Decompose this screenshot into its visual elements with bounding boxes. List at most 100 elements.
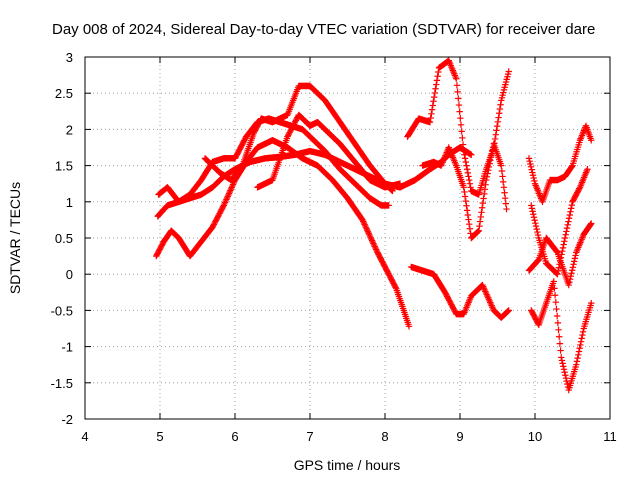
chart-title: Day 008 of 2024, Sidereal Day-to-day VTE… [52,21,595,38]
data-points [153,57,595,394]
data-point [588,299,595,307]
x-axis-label: GPS time / hours [294,457,401,473]
data-point [238,163,245,170]
data-point [504,307,512,315]
data-point [428,106,436,113]
data-point [461,193,469,200]
data-point [556,333,563,340]
data-point [484,170,491,177]
data-point [553,248,561,255]
data-point [475,227,482,234]
data-point [487,157,494,164]
data-point [455,101,463,109]
y-tick-label: 2 [66,122,73,137]
data-point [405,323,413,330]
series-track-12 [528,166,591,278]
x-tick-label: 9 [456,429,463,444]
data-point [530,211,537,218]
data-point [555,264,563,271]
data-point [558,354,565,361]
data-point [561,234,569,242]
data-point [555,326,562,334]
data-point [428,110,435,118]
data-point [562,374,570,382]
grid [85,57,610,419]
data-point [559,247,566,255]
data-point [458,128,465,135]
data-point [560,241,567,248]
data-point [455,95,462,102]
data-point [221,199,229,206]
data-point [229,181,237,188]
data-point [222,197,229,205]
data-point [486,160,493,167]
data-point [464,169,472,177]
y-tick-label: -0.5 [51,303,73,318]
data-point [431,89,439,97]
data-point [588,137,595,144]
data-point [551,285,558,292]
data-point [498,162,505,169]
data-point [493,122,501,130]
data-point [526,157,533,165]
data-point [529,169,536,176]
data-point [566,278,573,286]
data-point [392,284,399,291]
data-point [461,188,468,196]
data-point [560,366,568,373]
data-point [554,319,562,327]
data-point [225,190,233,197]
data-point [463,202,470,209]
data-point [477,213,484,221]
data-point [561,238,568,245]
data-point [528,166,535,173]
data-point [485,167,492,174]
data-point [368,237,376,244]
data-point [459,141,467,148]
data-point [569,264,577,271]
data-point [500,184,508,191]
data-point [433,77,441,84]
x-tick-label: 4 [81,429,88,444]
data-point [529,172,537,179]
data-point [359,218,367,225]
data-point [459,134,466,142]
data-point [466,180,474,187]
data-point [372,244,379,252]
data-point [559,244,567,252]
data-point [457,115,464,122]
data-point [370,240,377,247]
data-point [532,222,540,230]
data-point [534,257,542,264]
data-point [577,338,585,345]
data-point [505,307,512,314]
x-tick-label: 11 [603,429,617,444]
data-point [556,261,563,268]
data-point [578,335,585,342]
data-point [485,163,493,171]
data-point [463,166,471,173]
data-point [565,218,572,225]
data-point [462,197,469,205]
data-point [528,205,536,212]
data-point [504,308,511,315]
x-tick-label: 10 [528,429,542,444]
y-tick-label: 3 [66,50,73,65]
data-point [466,176,473,184]
data-point [481,186,489,193]
data-point [574,354,581,362]
data-point [587,221,594,228]
data-point [460,184,467,191]
data-point [563,228,570,235]
data-point [532,219,539,227]
data-point [588,220,595,227]
data-point [579,328,587,335]
data-point [527,160,534,168]
data-point [501,194,509,202]
data-point [365,230,372,237]
data-point [561,369,568,376]
data-point [571,255,579,262]
data-point [220,202,227,209]
data-point [432,85,439,92]
data-point [229,182,236,190]
